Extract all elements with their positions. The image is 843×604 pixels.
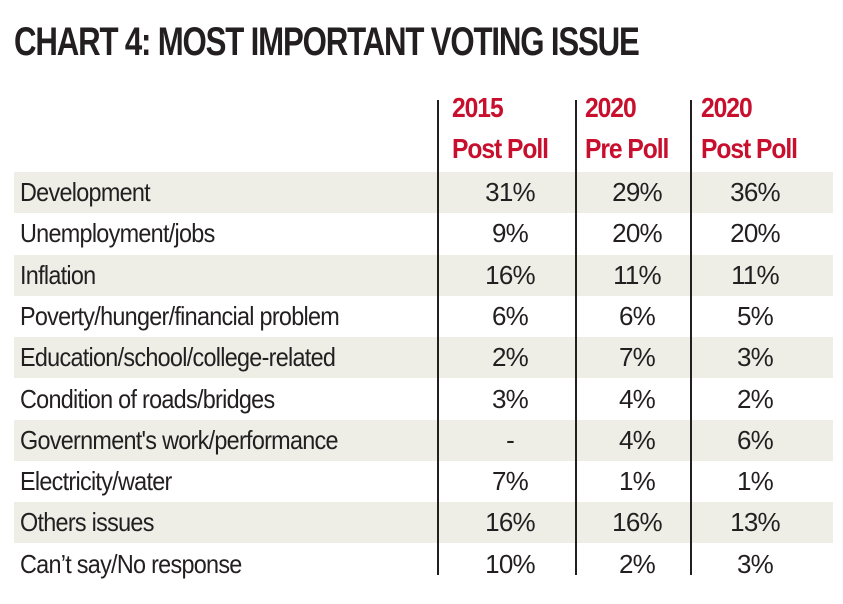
column-header-year: 2015	[452, 92, 504, 123]
value-cell: 4%	[619, 383, 656, 414]
column-header-label: Post Poll	[701, 133, 798, 164]
table-row: Government's work/performance - 4% 6%	[14, 419, 833, 461]
table-row: Others issues 16% 16% 13%	[14, 502, 833, 544]
value-cell: 20%	[730, 218, 780, 249]
value-cell: -	[506, 424, 515, 455]
issue-label: Poverty/hunger/financial problem	[20, 300, 340, 331]
value-cell: 16%	[612, 507, 662, 538]
table-row: Inflation 16% 11% 11%	[14, 254, 833, 296]
value-cell: 20%	[612, 218, 662, 249]
column-header-label: Post Poll	[452, 133, 549, 164]
table-row: Development 31% 29% 36%	[14, 172, 833, 213]
value-cell: 2%	[737, 383, 774, 414]
table-row: Electricity/water 7% 1% 1%	[14, 461, 833, 502]
issue-label: Condition of roads/bridges	[20, 383, 275, 414]
value-cell: 3%	[492, 383, 529, 414]
value-cell: 1%	[737, 466, 774, 497]
value-cell: 36%	[730, 177, 780, 207]
column-header-label: Pre Poll	[585, 133, 669, 164]
value-cell: 16%	[485, 259, 535, 290]
value-cell: 7%	[492, 466, 529, 497]
table-row: Condition of roads/bridges 3% 4% 2%	[14, 379, 833, 420]
column-divider	[690, 100, 692, 575]
column-header-year: 2020	[585, 92, 637, 123]
issue-label: Others issues	[20, 507, 154, 538]
value-cell: 13%	[730, 507, 780, 538]
value-cell: 11%	[613, 259, 662, 290]
value-cell: 11%	[731, 259, 780, 290]
value-cell: 3%	[737, 548, 774, 579]
issue-label: Electricity/water	[20, 466, 172, 497]
value-cell: 2%	[619, 548, 656, 579]
column-divider	[575, 100, 577, 575]
issue-label: Education/school/college-related	[20, 342, 336, 373]
issue-label: Government's work/performance	[20, 424, 339, 455]
value-cell: 31%	[485, 177, 535, 207]
value-cell: 2%	[492, 342, 529, 373]
value-cell: 10%	[485, 548, 535, 579]
table-row: Unemployment/jobs 9% 20% 20%	[14, 213, 833, 254]
value-cell: 7%	[619, 342, 656, 373]
value-cell: 5%	[737, 300, 774, 331]
value-cell: 6%	[492, 300, 529, 331]
value-cell: 9%	[492, 218, 529, 249]
issue-label: Development	[20, 177, 151, 207]
table-row: Education/school/college-related 2% 7% 3%	[14, 337, 833, 379]
value-cell: 6%	[619, 300, 656, 331]
table-row: Poverty/hunger/financial problem 6% 6% 5%	[14, 296, 833, 337]
column-header-year: 2020	[701, 92, 753, 123]
issue-label: Can’t say/No response	[20, 548, 242, 579]
value-cell: 3%	[737, 342, 774, 373]
chart-title: CHART 4: MOST IMPORTANT VOTING ISSUE	[14, 20, 640, 64]
issue-label: Inflation	[20, 259, 96, 290]
value-cell: 29%	[612, 177, 662, 207]
value-cell: 4%	[619, 424, 656, 455]
issue-label: Unemployment/jobs	[20, 218, 215, 249]
value-cell: 1%	[619, 466, 656, 497]
value-cell: 6%	[737, 424, 774, 455]
column-divider	[437, 100, 439, 575]
value-cell: 16%	[485, 507, 535, 538]
table-row: Can’t say/No response 10% 2% 3%	[14, 544, 833, 585]
